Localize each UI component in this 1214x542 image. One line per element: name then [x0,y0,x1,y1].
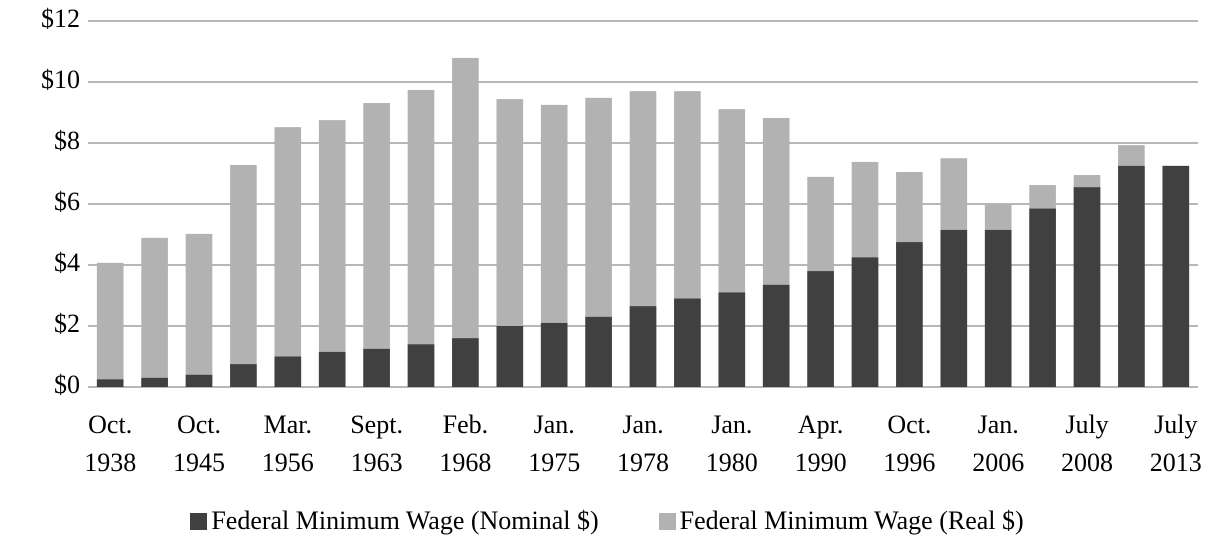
bar [585,316,612,387]
bar [318,351,346,387]
legend-item: Federal Minimum Wage (Real $) [658,506,1024,536]
bar [984,229,1012,387]
bar [718,292,746,387]
bar [1162,165,1190,387]
x-tick-label: Mar. 1956 [261,410,314,477]
bar [318,120,346,387]
y-tick-label: $0 [54,370,80,399]
bar [363,103,390,388]
bar [674,298,701,387]
y-tick-label: $2 [54,309,80,338]
legend-item: Federal Minimum Wage (Nominal $) [190,506,599,536]
bar [807,271,834,387]
bar [185,374,213,387]
bar [896,242,923,387]
legend: Federal Minimum Wage (Nominal $) Federal … [0,506,1214,536]
bar [762,284,790,387]
bar [940,229,968,387]
bar [363,348,390,387]
bar [407,344,435,387]
bar [452,338,479,387]
bar [141,377,168,387]
legend-swatch [658,512,676,530]
bar [1029,208,1056,387]
y-tick-label: $10 [41,65,80,94]
bar [452,57,479,387]
bar [1073,187,1101,387]
x-tick-label: Feb. 1968 [439,410,492,477]
bar [496,326,524,387]
y-tick-label: $12 [41,4,80,33]
legend-label: Federal Minimum Wage (Nominal $) [211,506,599,535]
bar [96,379,124,387]
bar [230,164,257,387]
bar [629,306,657,387]
bar [407,89,435,388]
bar [1118,165,1145,387]
x-tick-label: Jan. 1978 [617,410,669,477]
x-tick-label: Apr. 1990 [794,410,847,477]
x-tick-label: July 2008 [1061,410,1113,477]
x-tick-label: Oct. 1938 [84,410,137,477]
x-tick-label: Jan. 1980 [705,410,758,477]
bar [274,127,302,387]
bar [96,262,124,387]
bar [274,356,302,387]
legend-label: Federal Minimum Wage (Real $) [679,506,1024,535]
legend-swatch [190,512,208,530]
bar [540,322,568,387]
y-tick-label: $4 [54,248,80,277]
bar [141,237,168,387]
bar [230,364,257,387]
y-tick-label: $8 [54,126,80,155]
x-tick-label: Oct. 1996 [883,410,936,477]
bar [851,257,879,387]
x-tick-label: July 2013 [1149,410,1202,477]
x-tick-label: Jan. 2006 [972,410,1025,477]
x-tick-label: Oct. 1945 [173,410,225,477]
x-tick-label: Jan. 1975 [528,410,581,477]
x-tick-label: Sept. 1963 [350,410,403,477]
y-tick-label: $6 [54,187,80,216]
bar [185,233,213,387]
